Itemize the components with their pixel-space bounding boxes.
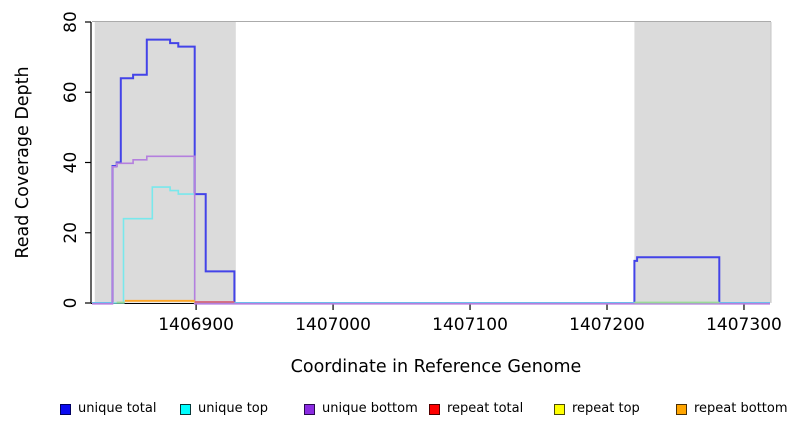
x-tick-label: 1406900 xyxy=(158,315,234,335)
legend-item-unique-total: unique total xyxy=(60,399,156,419)
right-gray-region xyxy=(634,22,772,303)
y-tick-label: 80 xyxy=(61,11,81,33)
x-tick-label: 1407100 xyxy=(432,315,508,335)
unique-bottom-swatch-icon xyxy=(304,403,315,415)
legend-item-repeat-total: repeat total xyxy=(429,399,523,419)
series-unique-bottom xyxy=(92,155,770,305)
y-tick-label: 60 xyxy=(61,81,81,103)
chart-legend: unique total unique top unique bottom re… xyxy=(0,399,792,421)
y-tick-label: 40 xyxy=(61,152,81,174)
y-tick-label: 0 xyxy=(61,298,81,309)
unique-top-swatch-icon xyxy=(180,403,191,415)
x-axis-title: Coordinate in Reference Genome xyxy=(291,357,582,377)
unique-total-swatch-icon xyxy=(60,403,71,415)
y-tick-label: 20 xyxy=(61,222,81,244)
legend-label: repeat top xyxy=(572,401,640,416)
y-axis-title: Read Coverage Depth xyxy=(13,66,33,258)
legend-item-repeat-bottom: repeat bottom xyxy=(676,399,788,419)
legend-label: unique top xyxy=(198,401,269,416)
legend-item-unique-top: unique top xyxy=(180,399,268,419)
legend-item-repeat-top: repeat top xyxy=(554,399,640,419)
x-tick-label: 1407000 xyxy=(295,315,371,335)
coverage-plot: 0 20 40 60 80 1406900 1407000 1407100 1407200 140… xyxy=(13,11,782,377)
x-tick-label: 1407200 xyxy=(569,315,645,335)
repeat-total-swatch-icon xyxy=(429,403,440,415)
x-tick-label: 1407300 xyxy=(706,315,782,335)
repeat-bottom-swatch-icon xyxy=(676,403,687,415)
repeat-top-swatch-icon xyxy=(554,403,565,415)
legend-label: unique bottom xyxy=(322,401,418,416)
legend-label: unique total xyxy=(78,401,157,416)
legend-item-unique-bottom: unique bottom xyxy=(304,399,418,419)
legend-label: repeat total xyxy=(447,401,524,416)
legend-label: repeat bottom xyxy=(694,401,788,416)
